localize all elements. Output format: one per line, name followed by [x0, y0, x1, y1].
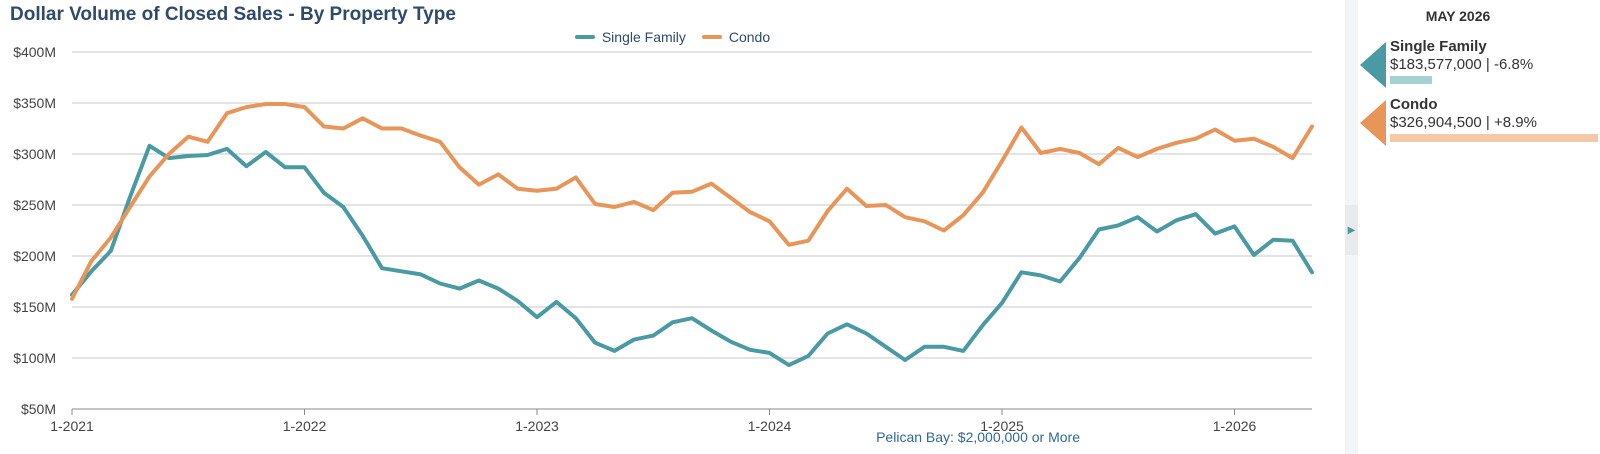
y-tick-label: $250M	[13, 197, 56, 213]
line-chart: $50M $100M $150M $200M $250M $300M $350M $400M 1…	[13, 44, 1314, 434]
y-tick-label: $300M	[13, 146, 56, 162]
y-tick-label: $100M	[13, 350, 56, 366]
panel-month: MAY 2026	[1425, 8, 1491, 24]
summary-bar	[1390, 134, 1598, 142]
caret-left-icon	[1360, 100, 1386, 146]
summary-bar	[1390, 76, 1432, 84]
summary-name: Condo	[1390, 96, 1438, 113]
x-tick-label: 1-2024	[748, 418, 792, 434]
legend: Single Family Condo	[0, 29, 1345, 45]
x-tick-label: 1-2026	[1213, 418, 1257, 434]
chart-title: Dollar Volume of Closed Sales - By Prope…	[10, 4, 456, 25]
summary-value: $326,904,500 | +8.9%	[1390, 114, 1537, 131]
summary-name: Single Family	[1390, 38, 1487, 55]
x-tick-label: 1-2022	[283, 418, 327, 434]
x-tick-label: 1-2023	[515, 418, 559, 434]
y-tick-label: $50M	[21, 401, 56, 417]
legend-item-condo[interactable]: Condo	[701, 29, 771, 45]
legend-swatch-condo	[701, 35, 722, 39]
chevron-right-icon: ▶	[1347, 224, 1356, 236]
y-tick-label: $200M	[13, 248, 56, 264]
y-tick-label: $350M	[13, 95, 56, 111]
summary-panel: MAY 2026 Single Family $183,577,000 | -6…	[1358, 0, 1600, 454]
chart-area: $50M $100M $150M $200M $250M $300M $350M $400M 1…	[0, 4, 1345, 445]
caret-left-icon	[1360, 42, 1386, 88]
legend-swatch-single-family	[574, 35, 595, 39]
legend-label-condo: Condo	[728, 29, 771, 45]
summary-value: $183,577,000 | -6.8%	[1390, 56, 1534, 73]
footnote: Pelican Bay: $2,000,000 or More	[876, 429, 1080, 445]
x-tick-label: 1-2025	[980, 418, 1024, 434]
x-tick-label: 1-2021	[50, 418, 94, 434]
summary-card-single-family[interactable]: Single Family $183,577,000 | -6.8%	[1358, 36, 1600, 88]
y-tick-label: $150M	[13, 299, 56, 315]
legend-item-single-family[interactable]: Single Family	[574, 29, 686, 45]
series-line-condo	[70, 102, 1314, 301]
legend-label-single-family: Single Family	[601, 29, 686, 45]
summary-card-condo[interactable]: Condo $326,904,500 | +8.9%	[1358, 94, 1600, 146]
y-tick-label: $400M	[13, 44, 56, 60]
collapse-panel-button[interactable]: ▶	[1345, 205, 1358, 255]
series-line-single-family	[70, 143, 1314, 368]
